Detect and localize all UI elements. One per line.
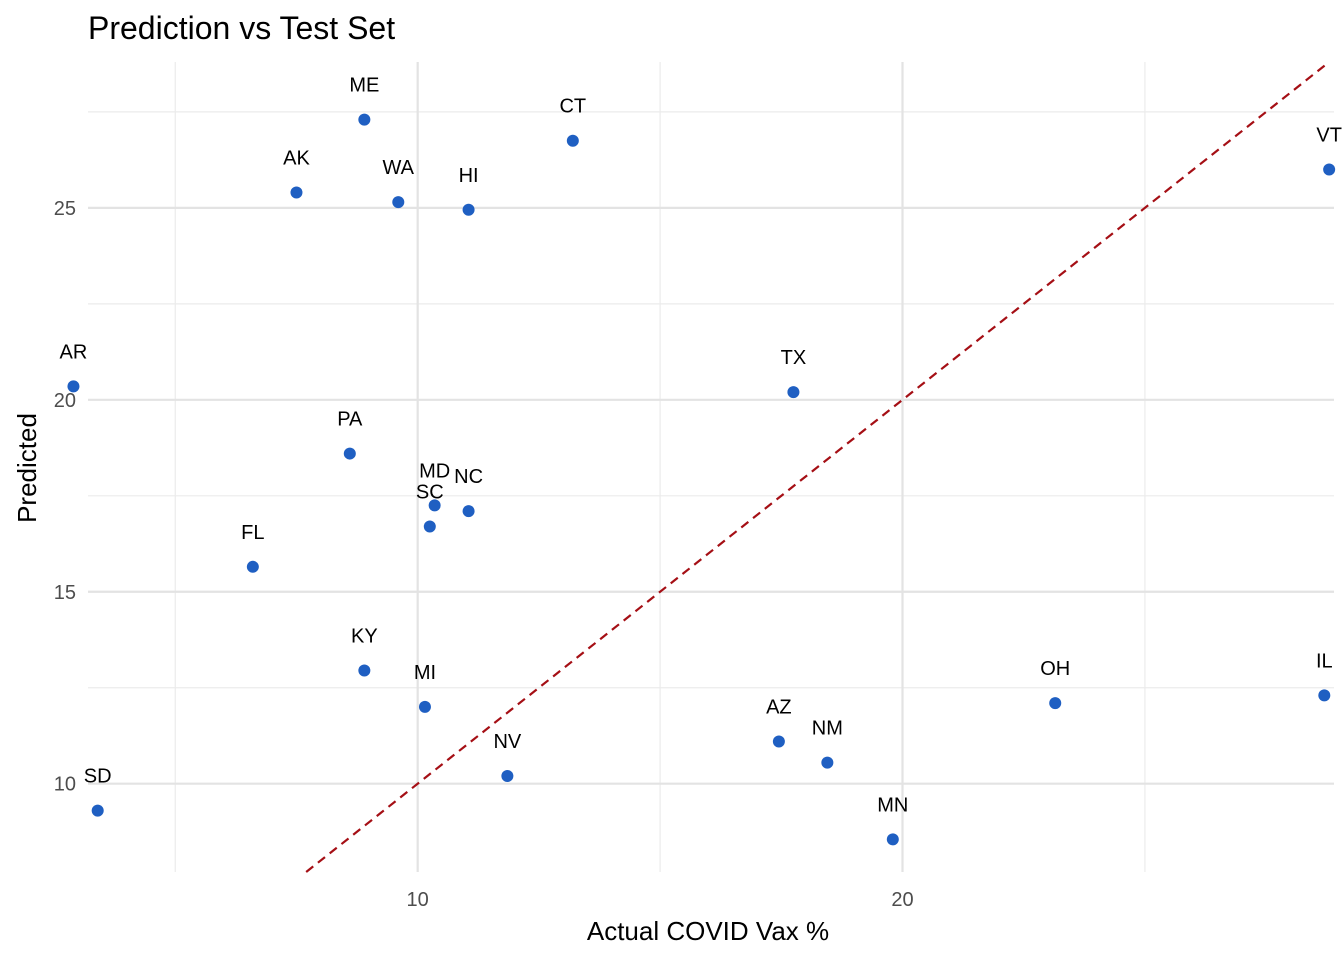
data-point-mi	[418, 700, 431, 713]
data-point-pa	[343, 447, 356, 460]
y-axis-title: Predicted	[12, 413, 42, 523]
data-point-ak	[290, 186, 303, 199]
data-point-me	[358, 113, 371, 126]
point-label-ar: AR	[60, 341, 88, 363]
point-label-fl: FL	[241, 522, 264, 544]
point-label-oh: OH	[1040, 658, 1070, 680]
reference-line	[305, 61, 1330, 873]
y-tick-label: 10	[54, 774, 76, 796]
data-point-ct	[566, 134, 579, 147]
point-label-ct: CT	[559, 96, 586, 118]
x-tick-label: 10	[407, 889, 429, 911]
point-label-sc: SC	[416, 482, 444, 504]
point-label-hi: HI	[459, 165, 479, 187]
point-label-tx: TX	[781, 347, 807, 369]
point-label-vt: VT	[1316, 124, 1342, 146]
data-point-wa	[392, 196, 405, 209]
point-label-nm: NM	[812, 718, 843, 740]
point-label-mn: MN	[877, 794, 908, 816]
point-labels-group: ME CT AK WA HI VT AR TX PA MD NC SC FL KY MI OH IL AZ NM NV…	[60, 75, 1342, 817]
chart-title: Prediction vs Test Set	[88, 10, 395, 46]
point-label-me: ME	[349, 75, 379, 97]
reference-line-group	[305, 61, 1330, 873]
y-axis-ticks: 10 15 20 25	[54, 198, 76, 796]
data-point-hi	[462, 203, 475, 216]
point-label-mi: MI	[414, 662, 436, 684]
points-group	[67, 113, 1336, 846]
y-tick-label: 25	[54, 198, 76, 220]
data-point-nm	[821, 756, 834, 769]
data-point-sd	[91, 804, 104, 817]
data-point-md	[428, 499, 441, 512]
point-label-ak: AK	[283, 148, 310, 170]
data-point-fl	[246, 560, 259, 573]
point-label-pa: PA	[337, 409, 363, 431]
data-point-az	[772, 735, 785, 748]
y-tick-label: 20	[54, 390, 76, 412]
data-point-tx	[787, 386, 800, 399]
x-tick-label: 20	[891, 889, 913, 911]
data-point-mn	[886, 833, 899, 846]
x-axis-title: Actual COVID Vax %	[587, 916, 829, 946]
data-point-vt	[1323, 163, 1336, 176]
data-point-nv	[501, 770, 514, 783]
data-point-ar	[67, 380, 80, 393]
data-point-nc	[462, 505, 475, 518]
point-label-sd: SD	[84, 766, 112, 788]
point-label-nc: NC	[454, 466, 483, 488]
point-label-wa: WA	[383, 157, 415, 179]
data-point-ky	[358, 664, 371, 677]
point-label-ky: KY	[351, 625, 378, 647]
data-point-sc	[423, 520, 436, 533]
data-point-oh	[1049, 697, 1062, 710]
point-label-md: MD	[419, 460, 450, 482]
point-label-il: IL	[1316, 650, 1333, 672]
data-point-il	[1318, 689, 1331, 702]
point-label-az: AZ	[766, 696, 792, 718]
x-axis-ticks: 10 20	[407, 889, 914, 911]
point-label-nv: NV	[493, 731, 521, 753]
y-tick-label: 15	[54, 582, 76, 604]
grid	[88, 62, 1334, 872]
